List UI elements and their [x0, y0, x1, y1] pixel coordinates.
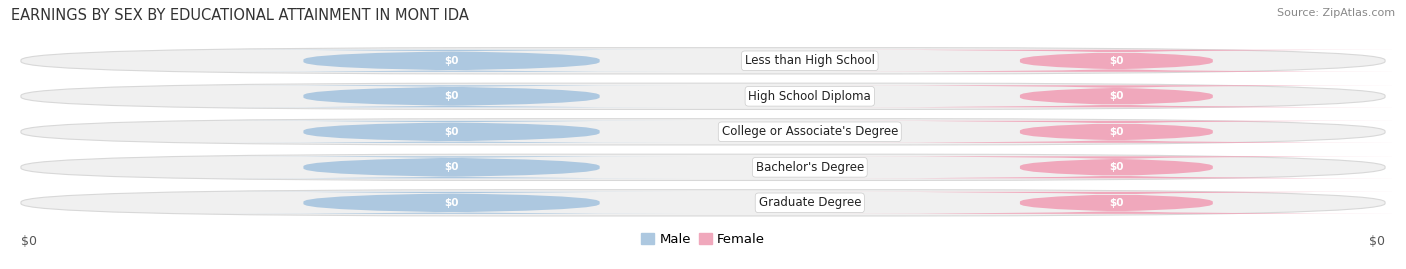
Text: Source: ZipAtlas.com: Source: ZipAtlas.com	[1277, 8, 1395, 18]
FancyBboxPatch shape	[21, 119, 1385, 145]
FancyBboxPatch shape	[827, 50, 1406, 72]
Text: $0: $0	[1109, 91, 1123, 101]
Text: $0: $0	[1109, 162, 1123, 172]
Text: $0: $0	[1109, 127, 1123, 137]
Text: $0: $0	[1109, 56, 1123, 66]
FancyBboxPatch shape	[827, 85, 1406, 107]
FancyBboxPatch shape	[214, 121, 689, 143]
Text: $0: $0	[444, 198, 458, 208]
Text: Less than High School: Less than High School	[745, 54, 875, 67]
FancyBboxPatch shape	[21, 83, 1385, 109]
Text: $0: $0	[444, 56, 458, 66]
FancyBboxPatch shape	[21, 154, 1385, 180]
FancyBboxPatch shape	[827, 121, 1406, 143]
Text: EARNINGS BY SEX BY EDUCATIONAL ATTAINMENT IN MONT IDA: EARNINGS BY SEX BY EDUCATIONAL ATTAINMEN…	[11, 8, 470, 23]
FancyBboxPatch shape	[827, 156, 1406, 178]
Text: Graduate Degree: Graduate Degree	[758, 196, 860, 209]
FancyBboxPatch shape	[214, 85, 689, 107]
Text: $0: $0	[444, 127, 458, 137]
FancyBboxPatch shape	[21, 48, 1385, 74]
Text: $0: $0	[444, 162, 458, 172]
Legend: Male, Female: Male, Female	[641, 233, 765, 246]
FancyBboxPatch shape	[214, 192, 689, 214]
FancyBboxPatch shape	[214, 50, 689, 72]
Text: $0: $0	[444, 91, 458, 101]
FancyBboxPatch shape	[214, 156, 689, 178]
Text: $0: $0	[21, 235, 37, 249]
Text: $0: $0	[1369, 235, 1385, 249]
Text: $0: $0	[1109, 198, 1123, 208]
Text: College or Associate's Degree: College or Associate's Degree	[721, 125, 898, 138]
FancyBboxPatch shape	[21, 190, 1385, 216]
Text: High School Diploma: High School Diploma	[748, 90, 872, 103]
FancyBboxPatch shape	[827, 192, 1406, 214]
Text: Bachelor's Degree: Bachelor's Degree	[755, 161, 863, 174]
